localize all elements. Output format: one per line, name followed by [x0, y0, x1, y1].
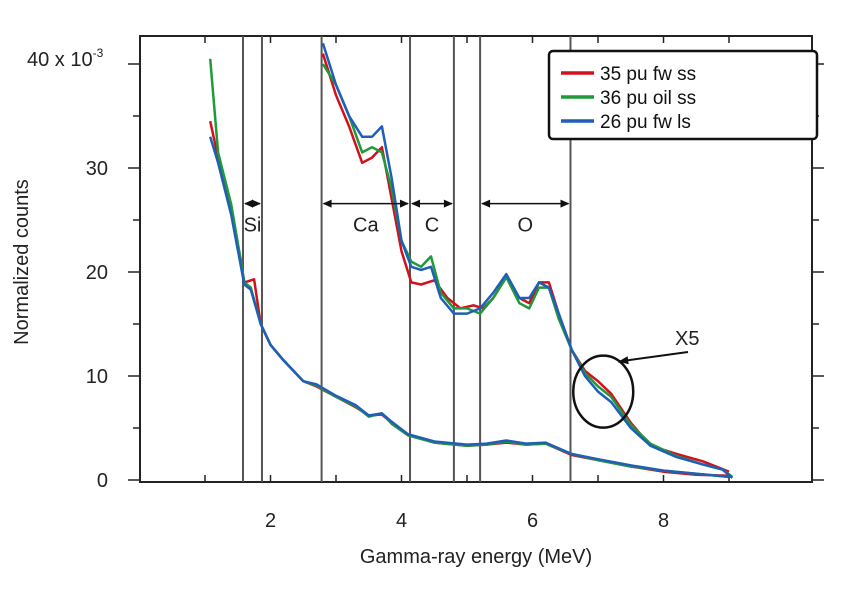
y-tick-label: 30 — [86, 158, 108, 180]
legend-label: 26 pu fw ls — [600, 112, 691, 133]
series-line-x5 — [321, 63, 734, 478]
region-arrowhead-left — [481, 199, 491, 208]
x5-arrow — [618, 351, 689, 363]
region-boundary-lines — [241, 36, 572, 482]
x5-label: X5 — [675, 328, 699, 350]
legend: 35 pu fw ss 36 pu oil ss 26 pu fw ls — [547, 49, 819, 141]
element-regions: Si Ca C O — [243, 199, 570, 237]
x5-annotation: X5 — [571, 328, 699, 429]
x-tick-label: 8 — [658, 510, 669, 532]
region-arrowhead-right — [251, 199, 261, 208]
region-arrowhead-left — [243, 199, 253, 208]
series-layer — [208, 42, 734, 479]
region-arrowhead-right — [400, 199, 410, 208]
legend-box — [547, 49, 819, 141]
region-label: C — [425, 215, 439, 237]
y-multiplier-label: 40 x 10-3 — [27, 46, 104, 71]
region-arrowhead-right — [443, 199, 453, 208]
x5-arrowhead — [618, 356, 629, 365]
region-label: Si — [244, 215, 262, 237]
series-line-full — [209, 136, 730, 479]
y-tick-label: 0 — [97, 470, 108, 492]
region-label: O — [518, 215, 534, 237]
region-arrowhead-left — [411, 199, 421, 208]
axis-ticks: 2 4 6 8 0 10 20 30 — [86, 36, 824, 532]
x-tick-label: 4 — [396, 510, 407, 532]
series-line-full — [208, 120, 730, 478]
y-axis-title: Normalized counts — [11, 179, 33, 345]
x5-ellipse — [571, 354, 635, 429]
x-axis-title: Gamma-ray energy (MeV) — [360, 546, 592, 568]
legend-label: 35 pu fw ss — [600, 64, 696, 85]
x-tick-label: 2 — [265, 510, 276, 532]
region-label: Ca — [353, 215, 379, 237]
series-line-x5 — [321, 42, 734, 479]
y-tick-label: 10 — [86, 366, 108, 388]
region-arrowhead-left — [322, 199, 332, 208]
legend-label: 36 pu oil ss — [600, 88, 696, 109]
y-tick-label: 20 — [86, 262, 108, 284]
region-arrowhead-right — [560, 199, 570, 208]
axis-frame — [139, 35, 813, 483]
legend-items: 35 pu fw ss 36 pu oil ss 26 pu fw ls — [561, 64, 696, 133]
plot-frame — [139, 35, 813, 483]
x-tick-label: 6 — [527, 510, 538, 532]
